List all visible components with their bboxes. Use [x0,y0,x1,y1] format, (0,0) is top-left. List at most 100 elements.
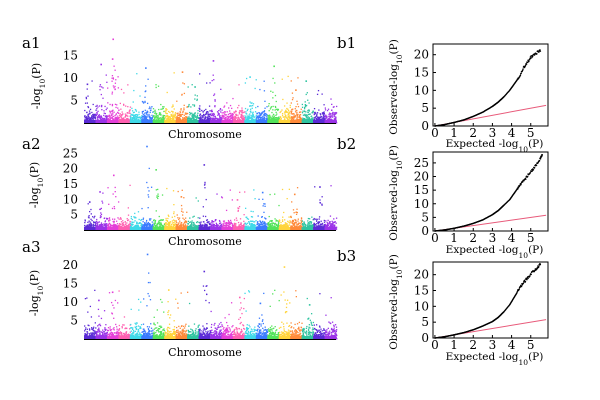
snp-point [170,115,172,117]
chromosome-band-11 [198,120,210,123]
snp-point [238,111,240,114]
snp-point [145,111,147,114]
snp-point [111,225,113,227]
snp-point [241,115,243,117]
snp-point [151,224,153,227]
snp-point [272,91,274,93]
snp-point [294,111,297,113]
snp-point [335,119,337,122]
snp-point [119,217,122,219]
snp-point [193,223,195,225]
snp-point [260,117,263,119]
snp-point [224,116,227,119]
snp-point [99,216,101,219]
snp-point [151,117,153,119]
snp-point [199,114,201,117]
snp-point [249,220,252,222]
snp-point [112,77,114,79]
snp-point [96,218,98,221]
snp-point [247,118,249,120]
snp-point [210,224,213,226]
snp-point [223,105,226,107]
snp-point [196,98,198,100]
snp-point [94,115,96,117]
snp-point [162,107,164,110]
snp-point [129,117,132,119]
snp-point [93,221,95,223]
snp-point [197,112,199,114]
snp-point [103,223,105,225]
snp-point [126,115,128,117]
snp-point [86,102,89,104]
snp-point [303,118,306,120]
snp-point [271,115,274,117]
snp-point [147,78,149,80]
panel-label-a1: a1 [22,34,41,52]
snp-point [205,219,208,221]
chromosome-band-13 [221,120,233,123]
snp-point [159,225,161,227]
snp-point [149,224,151,227]
snp-point [148,226,150,228]
snp-point [198,107,200,110]
snp-point [197,117,200,120]
snp-point [141,111,144,113]
snp-point [250,224,252,227]
snp-point [144,115,146,117]
snp-point [214,220,217,222]
snp-point [327,108,330,110]
snp-point [224,117,226,119]
snp-point [174,115,176,117]
snp-point [264,115,266,117]
snp-point [108,224,110,226]
snp-point [139,116,141,118]
snp-point [165,223,167,225]
snp-point [158,220,160,222]
snp-point [165,110,167,112]
snp-point [112,113,114,115]
snp-point [117,87,120,89]
snp-point [228,222,230,224]
snp-point [304,103,306,106]
snp-point [246,115,248,117]
snp-point [95,114,98,117]
snp-point [120,221,123,223]
snp-point [270,118,273,120]
snp-point [145,85,147,87]
snp-point [118,112,120,115]
snp-point [141,115,143,117]
snp-point [228,115,230,117]
snp-point [273,117,276,119]
snp-point [155,115,158,117]
snp-point [145,113,148,115]
snp-point [143,116,146,118]
peak-snp-point [111,58,114,60]
snp-point [145,118,147,121]
snp-point [301,103,304,106]
snp-point [158,113,160,116]
snp-point [97,114,100,117]
snp-point [291,117,294,120]
snp-point [266,106,268,108]
snp-point [316,114,318,117]
snp-point [259,113,261,115]
snp-point [133,118,135,120]
snp-point [206,221,208,224]
snp-point [160,226,162,228]
snp-point [124,118,126,121]
snp-point [286,107,288,110]
snp-point [331,119,333,121]
snp-point [252,103,255,105]
snp-point [172,219,175,221]
snp-point [251,113,254,115]
snp-point [233,222,236,225]
snp-point [303,119,306,121]
snp-point [120,224,122,226]
snp-point [231,117,234,119]
snp-point [195,225,197,227]
snp-point [180,115,182,117]
snp-point [173,114,175,116]
snp-point [224,224,226,227]
snp-point [219,108,222,110]
snp-point [216,223,218,226]
